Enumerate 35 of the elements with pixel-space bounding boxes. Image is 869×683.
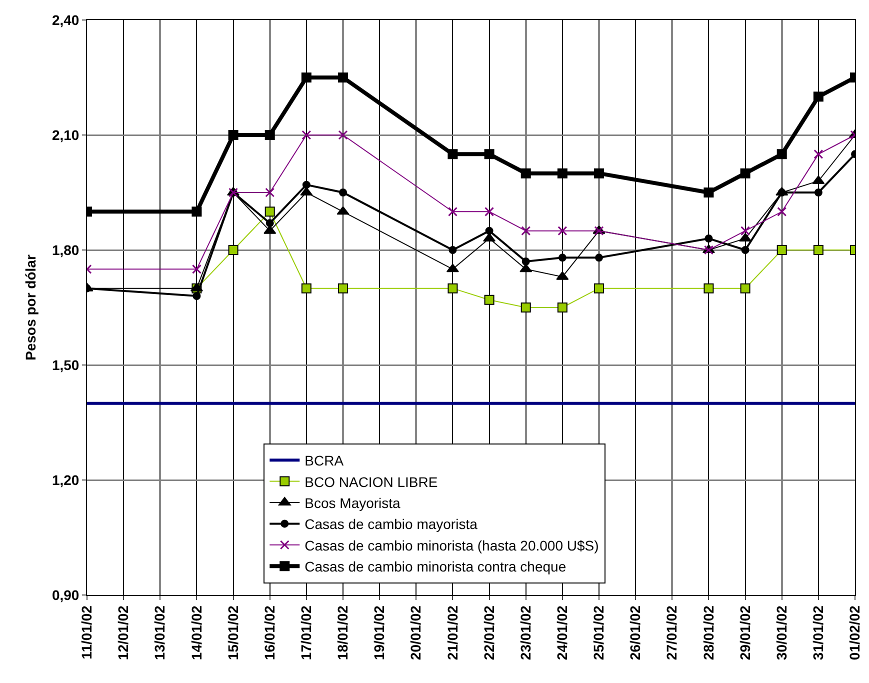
- legend-label: Casas de cambio mayorista: [304, 516, 478, 532]
- y-tick-label: 2,10: [52, 126, 80, 143]
- legend-label: Bcos Mayorista: [304, 494, 401, 511]
- legend-label: Casas de cambio minorista (hasta 20.000 U$S): [304, 537, 599, 554]
- x-tick-label: 22/01/02: [480, 605, 497, 660]
- legend-label: Casas de cambio minorista contra cheque: [304, 558, 566, 575]
- x-tick-label: 12/01/02: [115, 605, 132, 660]
- x-tick-label: 26/01/02: [627, 605, 644, 660]
- x-tick-label: 24/01/02: [554, 605, 570, 660]
- x-tick-label: 13/01/02: [152, 605, 168, 660]
- x-tick-label: 23/01/02: [517, 605, 534, 660]
- x-tick-label: 31/01/02: [810, 605, 826, 660]
- x-tick-label: 01/02/02: [846, 605, 863, 660]
- x-tick-label: 16/01/02: [261, 605, 278, 660]
- x-tick-label: 14/01/02: [188, 605, 204, 660]
- y-axis-title: Pesos por dólar: [22, 254, 39, 360]
- legend-label: BCRA: [304, 452, 344, 469]
- y-tick-label: 1,50: [52, 356, 80, 373]
- y-tick-label: 1,80: [52, 242, 80, 258]
- y-tick-label: 1,20: [52, 472, 80, 488]
- x-tick-label: 21/01/02: [444, 605, 460, 660]
- x-tick-label: 15/01/02: [224, 605, 241, 660]
- x-tick-label: 25/01/02: [590, 605, 607, 660]
- x-tick-label: 28/01/02: [700, 605, 716, 660]
- x-tick-label: 18/01/02: [334, 605, 351, 660]
- x-tick-label: 17/01/02: [298, 605, 314, 660]
- x-tick-label: 20/01/02: [408, 605, 424, 660]
- x-tick-label: 11/01/02: [78, 605, 95, 660]
- x-tick-label: 19/01/02: [371, 605, 388, 660]
- x-tick-label: 30/01/02: [773, 605, 790, 660]
- y-tick-label: 0,90: [52, 586, 80, 603]
- legend-label: BCO NACION LIBRE: [304, 474, 438, 490]
- y-tick-label: 2,40: [52, 12, 80, 28]
- x-tick-label: 27/01/02: [664, 605, 680, 660]
- x-tick-label: 29/01/02: [736, 605, 753, 660]
